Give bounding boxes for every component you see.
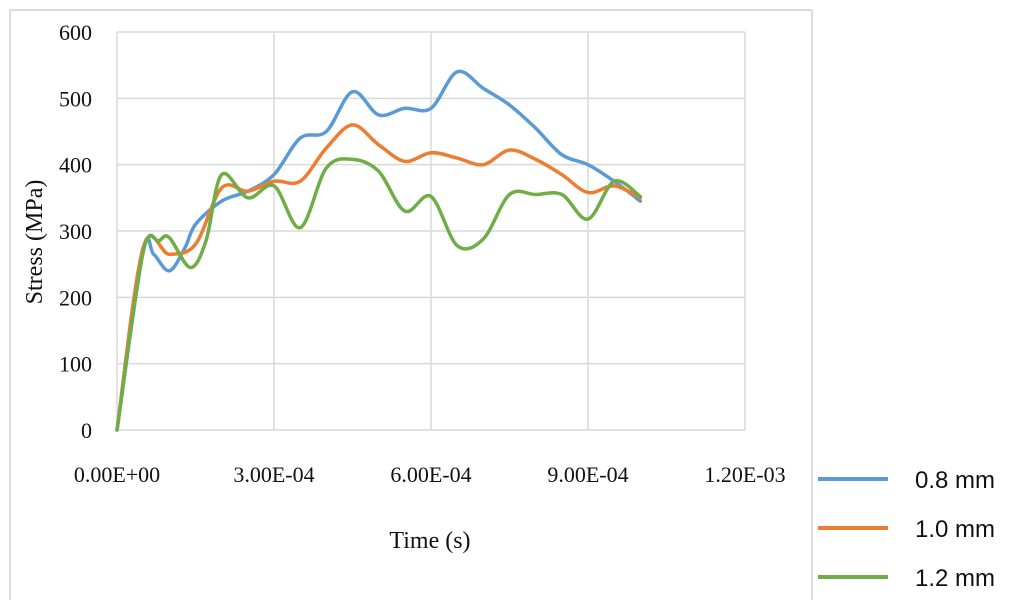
y-tick-label: 200: [59, 285, 92, 310]
series-lines: [115, 69, 643, 432]
y-tick-label: 100: [59, 352, 92, 377]
gridlines: [116, 31, 746, 431]
y-tick-label: 0: [81, 418, 92, 443]
x-tick-labels: 0.00E+00 3.00E-04 6.00E-04 9.00E-04 1.20E-03: [74, 462, 786, 487]
y-axis-title: Stress (MPa): [22, 180, 48, 305]
x-tick-label: 6.00E-04: [390, 462, 471, 487]
legend-label: 1.0 mm: [915, 516, 995, 543]
legend: 0.8 mm 1.0 mm 1.2 mm: [818, 467, 995, 592]
x-axis-title: Time (s): [389, 528, 470, 554]
series-line-0-8-mm: [115, 69, 643, 432]
x-tick-label: 3.00E-04: [233, 462, 314, 487]
legend-label: 1.2 mm: [915, 565, 995, 592]
x-tick-label: 1.20E-03: [704, 462, 785, 487]
y-tick-label: 400: [59, 153, 92, 178]
legend-label: 0.8 mm: [915, 467, 995, 494]
y-tick-label: 500: [59, 86, 92, 111]
x-tick-label: 0.00E+00: [74, 462, 160, 487]
y-tick-label: 300: [59, 219, 92, 244]
y-tick-label: 600: [59, 20, 92, 45]
y-tick-labels: 0 100 200 300 400 500 600: [59, 20, 92, 443]
series-line-1-2-mm: [115, 157, 643, 432]
x-tick-label: 9.00E-04: [547, 462, 628, 487]
series-line-1-0-mm: [115, 123, 643, 432]
